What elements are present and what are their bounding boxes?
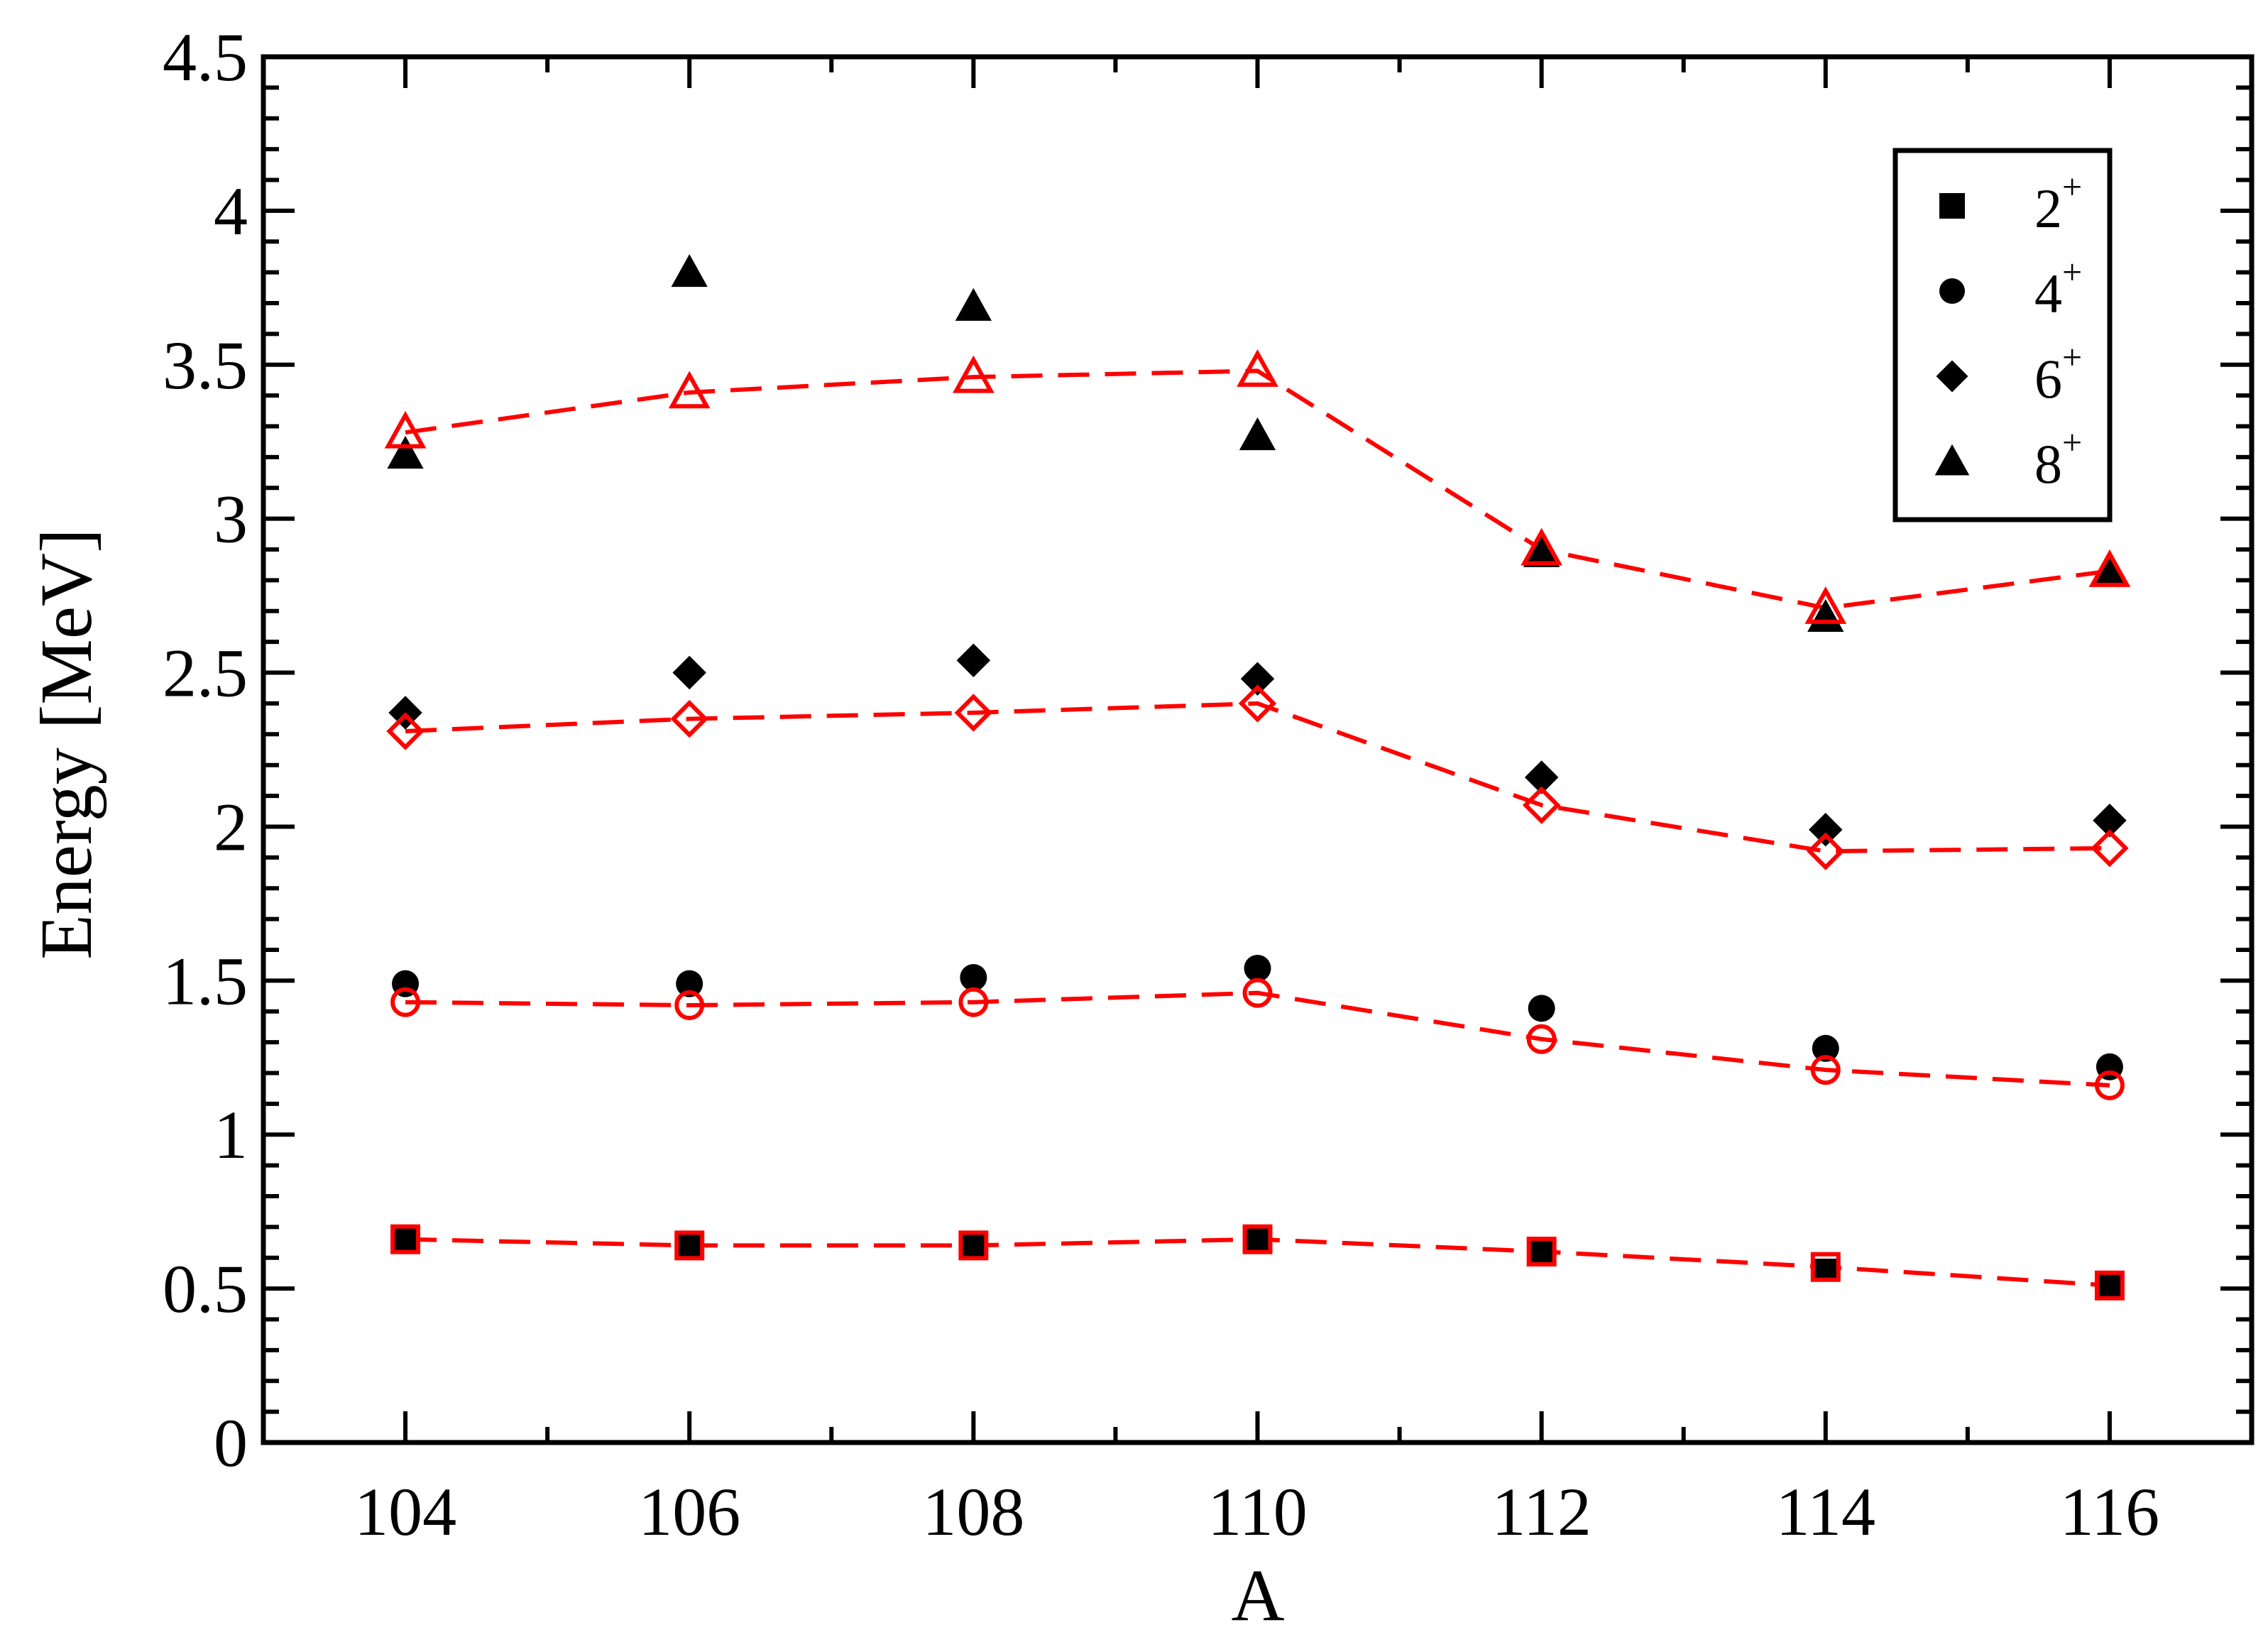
calculated-line-triangle	[405, 368, 2110, 611]
calculated-point-circle	[1526, 1024, 1557, 1054]
calculated-point-triangle	[384, 410, 427, 449]
experimental-point-diamond	[2093, 804, 2127, 838]
calculated-point-triangle	[952, 355, 995, 393]
experimental-point-triangle	[1523, 534, 1560, 567]
calculated-point-square	[1810, 1252, 1841, 1282]
calculated-point-triangle	[1521, 527, 1563, 566]
calculated-point-diamond	[386, 712, 424, 750]
x-tick-label: 106	[638, 1474, 740, 1550]
calculated-point-diamond	[1238, 684, 1277, 723]
calculated-point-circle	[674, 990, 705, 1021]
legend-marker-circle	[1939, 278, 1965, 304]
x-tick-label: 116	[2060, 1474, 2159, 1550]
calculated-point-circle	[1242, 978, 1273, 1008]
legend-state: 2	[2034, 177, 2062, 239]
calculated-line-diamond	[405, 701, 2110, 854]
legend-state: 8	[2034, 433, 2062, 495]
experimental-point-square	[678, 1234, 701, 1257]
calculated-point-circle	[390, 987, 421, 1017]
calculated-point-square	[674, 1230, 705, 1261]
experimental-point-triangle	[1239, 417, 1276, 451]
calculated-point-triangle	[668, 371, 711, 409]
calculated-point-square	[2094, 1270, 2125, 1301]
experimental-point-circle	[1528, 995, 1555, 1022]
y-tick-label: 0.5	[163, 1251, 248, 1327]
experimental-point-circle	[676, 970, 703, 997]
calculated-line-circle	[405, 990, 2110, 1088]
experimental-point-diamond	[1809, 813, 1843, 847]
legend-label-8: 8+	[2034, 422, 2082, 495]
legend-superscript: +	[2062, 167, 2082, 207]
experimental-point-square	[1246, 1227, 1269, 1251]
x-tick-label: 110	[1207, 1474, 1307, 1550]
legend-marker-triangle	[1934, 444, 1970, 476]
experimental-point-triangle	[387, 435, 424, 469]
experimental-point-square	[1530, 1240, 1553, 1264]
calculated-point-diamond	[2091, 829, 2129, 867]
y-tick-label: 2.5	[163, 635, 248, 711]
y-tick-label: 3.5	[163, 327, 248, 403]
axes: 104 106 108 110 112 114 116 0 0.5 1 1.5 2 2.5 3 3.5 4 4.…	[163, 19, 2255, 1550]
y-tick-label: 1.5	[163, 943, 248, 1019]
x-tick-label: 112	[1491, 1474, 1591, 1550]
experimental-point-circle	[1812, 1034, 1839, 1062]
plot-area	[384, 253, 2131, 1301]
experimental-point-diamond	[672, 655, 706, 690]
calculated-point-square	[958, 1230, 989, 1261]
calculated-point-diamond	[670, 699, 708, 738]
legend-marker-square	[1939, 193, 1965, 219]
legend: 2+4+6+8+	[1892, 148, 2113, 522]
y-axis-title: Energy [MeV]	[26, 528, 107, 959]
y-tick-label: 4.5	[163, 19, 248, 95]
y-tick-label: 3	[214, 481, 248, 557]
calculated-point-square	[390, 1224, 421, 1254]
calculated-point-triangle	[1237, 349, 1278, 387]
calculated-point-square	[1242, 1224, 1273, 1254]
legend-superscript: +	[2062, 422, 2082, 462]
calculated-point-diamond	[1807, 832, 1845, 870]
legend-label-2: 2+	[2034, 167, 2082, 239]
calculated-point-circle	[2094, 1070, 2125, 1100]
calculated-point-circle	[958, 987, 989, 1017]
x-axis-title: A	[1231, 1555, 1284, 1636]
experimental-point-circle	[1244, 954, 1271, 982]
legend-marker-diamond	[1936, 360, 1968, 393]
calculated-point-diamond	[954, 694, 993, 732]
y-tick-label: 4	[214, 173, 248, 249]
experimental-point-diamond	[956, 643, 991, 677]
y-tick-label: 2	[214, 789, 248, 865]
legend-superscript: +	[2062, 252, 2082, 292]
calculated-point-square	[1526, 1237, 1557, 1267]
experimental-point-triangle	[955, 288, 992, 321]
y-tick-label: 0	[214, 1405, 248, 1481]
experimental-point-diamond	[1524, 760, 1559, 794]
calculated-point-circle	[1810, 1055, 1841, 1085]
calculated-point-triangle	[2088, 549, 2131, 587]
legend-label-4: 4+	[2034, 252, 2082, 324]
legend-state: 6	[2034, 348, 2062, 410]
legend-box	[1892, 148, 2113, 522]
experimental-point-square	[394, 1227, 417, 1251]
calculated-point-triangle	[1804, 586, 1847, 624]
x-tick-label: 108	[922, 1474, 1024, 1550]
x-tick-label: 104	[354, 1474, 456, 1550]
experimental-point-triangle	[2091, 552, 2128, 586]
y-tick-label: 1	[214, 1097, 248, 1173]
experimental-point-square	[2098, 1274, 2121, 1297]
legend-label-6: 6+	[2034, 337, 2082, 410]
experimental-point-square	[962, 1234, 985, 1257]
experimental-point-diamond	[1240, 662, 1275, 696]
legend-state: 4	[2034, 263, 2062, 324]
calculated-point-diamond	[1522, 786, 1561, 824]
experimental-point-circle	[960, 963, 987, 991]
x-tick-label: 114	[1776, 1474, 1875, 1550]
legend-superscript: +	[2062, 337, 2082, 377]
experimental-point-triangle	[671, 253, 708, 288]
